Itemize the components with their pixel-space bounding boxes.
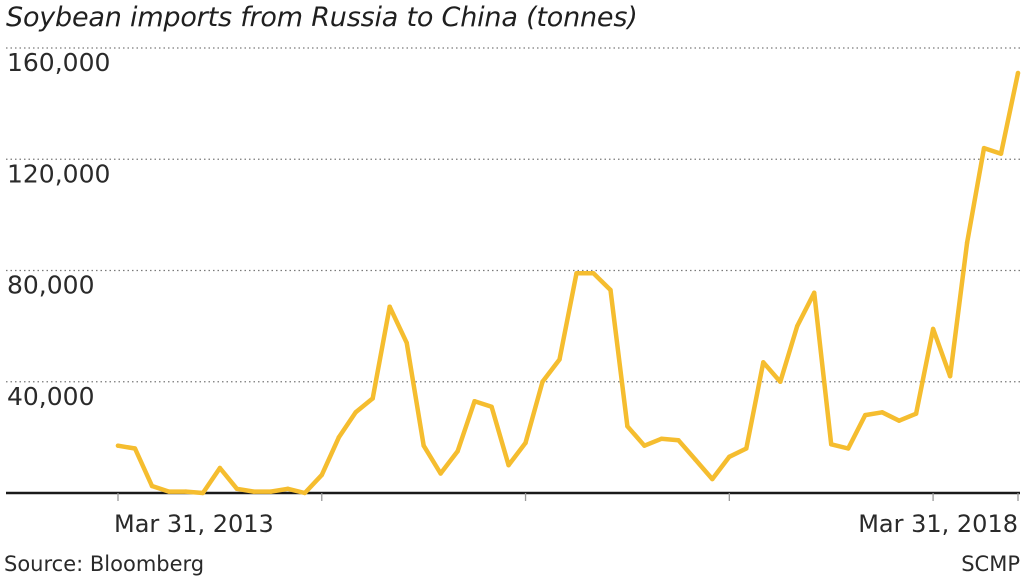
- data-point: [285, 486, 291, 492]
- data-point: [642, 443, 647, 448]
- data-point: [302, 490, 307, 496]
- data-point: [557, 357, 562, 362]
- data-point: [472, 399, 477, 404]
- data-point: [455, 449, 460, 454]
- data-point: [183, 489, 189, 494]
- data-point: [693, 457, 698, 462]
- data-point: [761, 360, 766, 365]
- data-point: [132, 446, 138, 451]
- data-point: [268, 489, 274, 494]
- data-point: [608, 287, 613, 293]
- data-point: [744, 446, 749, 451]
- data-point: [710, 476, 715, 482]
- data-point: [930, 326, 936, 332]
- y-tick-label: 160,000: [7, 48, 110, 77]
- data-point: [1015, 70, 1021, 76]
- source-note: Source: Bloomberg: [4, 552, 205, 576]
- data-point: [234, 486, 240, 492]
- chart-title: Soybean imports from Russia to China (to…: [6, 2, 638, 33]
- data-point: [353, 410, 358, 415]
- data-point: [727, 454, 732, 460]
- data-point: [489, 404, 494, 409]
- data-point: [812, 290, 817, 295]
- data-point: [404, 340, 409, 346]
- data-point: [896, 418, 902, 423]
- y-tick-label: 40,000: [7, 382, 94, 411]
- data-point: [115, 443, 121, 448]
- data-point: [217, 465, 223, 471]
- data-point: [862, 412, 868, 418]
- credit-label: SCMP: [961, 552, 1020, 576]
- data-point: [506, 462, 511, 468]
- data-point: [149, 483, 155, 489]
- data-point: [913, 411, 919, 416]
- data-point: [336, 435, 341, 440]
- data-point: [947, 373, 953, 379]
- data-point: [625, 424, 630, 429]
- data-point: [591, 271, 596, 276]
- x-tick-label: Mar 31, 2013: [114, 510, 274, 538]
- data-point: [574, 271, 579, 276]
- data-point: [421, 443, 426, 448]
- data-point: [778, 379, 783, 384]
- data-point: [540, 379, 545, 384]
- data-point: [964, 240, 970, 245]
- data-point: [981, 145, 987, 151]
- y-tick-label: 80,000: [7, 271, 94, 300]
- data-point: [166, 489, 172, 494]
- data-point: [795, 323, 800, 329]
- data-point: [319, 472, 324, 478]
- data-point: [387, 304, 392, 309]
- data-point: [676, 437, 681, 443]
- data-point: [438, 471, 443, 476]
- data-point: [829, 442, 834, 447]
- data-point: [200, 490, 206, 496]
- data-point: [845, 446, 851, 451]
- y-tick-label: 120,000: [7, 159, 110, 188]
- data-point: [251, 489, 257, 494]
- series-line: [115, 70, 1021, 496]
- data-point: [998, 151, 1004, 156]
- data-point: [523, 440, 528, 446]
- data-point: [879, 410, 885, 415]
- x-tick-label: Mar 31, 2018: [858, 510, 1018, 538]
- data-point: [370, 396, 375, 401]
- data-point: [659, 436, 664, 441]
